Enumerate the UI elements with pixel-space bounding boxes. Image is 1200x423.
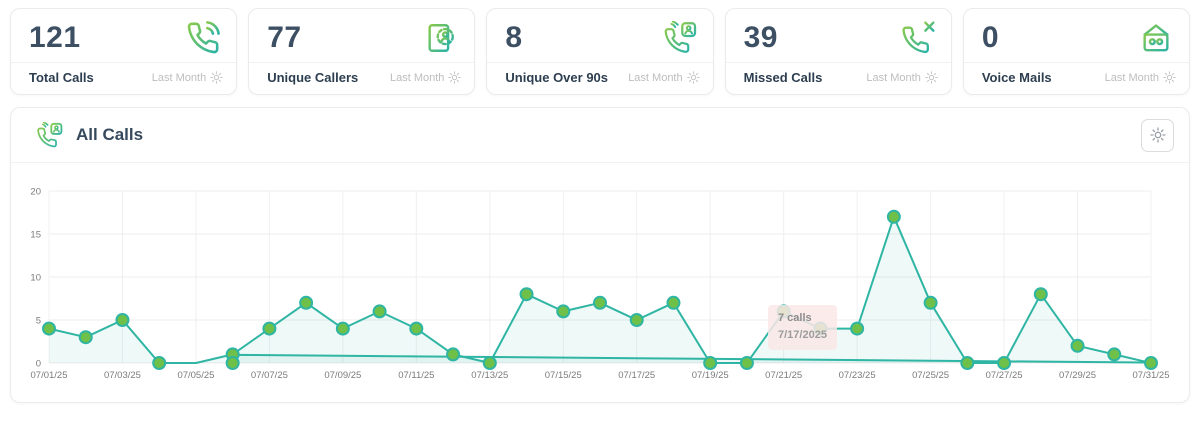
gear-icon	[925, 71, 938, 84]
phone-person-icon	[36, 121, 63, 149]
phone-person-icon	[663, 20, 697, 55]
period-selector[interactable]: Last Month	[866, 71, 938, 84]
all-calls-card: All Calls 0 5 10 15 20 07/01/25 07/03/25 07/05/…	[10, 107, 1190, 403]
gear-icon	[1163, 71, 1176, 84]
period-selector[interactable]: Last Month	[628, 71, 700, 84]
stat-card-unique-over-90s: 8 Unique Over	[486, 8, 714, 95]
svg-text:07/27/25: 07/27/25	[986, 370, 1023, 381]
divider	[487, 62, 713, 63]
svg-text:07/13/25: 07/13/25	[471, 370, 508, 381]
svg-text:15: 15	[30, 230, 41, 241]
stat-card-bottom: Voice Mails Last Month	[964, 63, 1189, 85]
stat-label: Voice Mails	[981, 70, 1052, 85]
svg-text:07/29/25: 07/29/25	[1059, 370, 1096, 381]
stat-card-bottom: Missed Calls Last Month	[726, 63, 951, 85]
period-label: Last Month	[151, 71, 207, 84]
period-label: Last Month	[389, 71, 445, 84]
svg-text:07/01/25: 07/01/25	[31, 370, 68, 381]
stat-card-total-calls: 121 Total Calls Last Month	[10, 8, 238, 95]
total-calls-value: 121	[29, 20, 81, 54]
voicemail-envelope-icon	[1139, 21, 1173, 55]
phone-call-icon	[186, 20, 221, 55]
all-calls-chart[interactable]: 0 5 10 15 20 07/01/25 07/03/25 07/05/25 07/07/25…	[11, 181, 1191, 393]
gear-icon	[448, 71, 462, 84]
chart-header: All Calls	[11, 108, 1189, 163]
missed-calls-value: 39	[743, 20, 778, 54]
svg-text:07/07/25: 07/07/25	[251, 370, 288, 381]
svg-text:07/15/25: 07/15/25	[545, 370, 582, 381]
stat-card-top: 77	[249, 9, 474, 62]
svg-text:07/31/25: 07/31/25	[1133, 370, 1170, 381]
divider	[963, 62, 1190, 63]
svg-text:07/11/25: 07/11/25	[398, 370, 434, 381]
svg-text:5: 5	[36, 316, 41, 327]
stat-label: Unique Callers	[267, 70, 359, 85]
period-selector[interactable]: Last Month	[1105, 71, 1176, 84]
stat-label: Unique Over 90s	[505, 70, 609, 85]
period-label: Last Month	[628, 71, 683, 84]
stat-card-unique-callers: 77 Unique Callers Last M	[248, 8, 476, 95]
stat-card-top: 0	[964, 9, 1189, 62]
unique-over-90s-value: 8	[505, 20, 523, 54]
period-selector[interactable]: Last Month	[152, 71, 223, 84]
stat-card-bottom: Unique Over 90s Last Month	[487, 63, 712, 85]
svg-text:07/17/25: 07/17/25	[618, 370, 655, 381]
stat-card-bottom: Unique Callers Last Month	[249, 63, 474, 85]
chart-body: 0 5 10 15 20 07/01/25 07/03/25 07/05/25 07/07/25…	[11, 163, 1189, 401]
stat-card-voice-mails: 0 Voice Mails	[962, 8, 1191, 95]
svg-text:07/05/25: 07/05/25	[177, 370, 214, 381]
period-label: Last Month	[866, 71, 921, 84]
phone-missed-icon	[901, 20, 935, 55]
svg-text:07/21/25: 07/21/25	[765, 370, 802, 381]
stat-label: Total Calls	[29, 70, 94, 85]
period-selector[interactable]: Last Month	[389, 71, 462, 84]
unique-callers-value: 77	[267, 20, 302, 54]
stat-card-bottom: Total Calls Last Month	[11, 63, 236, 85]
svg-text:0: 0	[36, 359, 41, 370]
svg-text:07/25/25: 07/25/25	[912, 370, 949, 381]
divider	[725, 62, 951, 63]
divider	[249, 62, 475, 63]
svg-text:07/19/25: 07/19/25	[692, 370, 729, 381]
svg-text:20: 20	[30, 187, 41, 198]
contact-card-icon	[424, 21, 458, 55]
svg-text:07/23/25: 07/23/25	[839, 370, 876, 381]
stats-row: 121 Total Calls Last Month	[0, 0, 1200, 95]
voice-mails-value: 0	[981, 20, 999, 54]
gear-icon	[686, 71, 700, 84]
stat-card-top: 121	[11, 9, 236, 62]
svg-text:07/03/25: 07/03/25	[104, 370, 141, 381]
stat-label: Missed Calls	[743, 70, 823, 85]
chart-settings-button[interactable]	[1141, 118, 1174, 152]
gear-icon	[1149, 127, 1166, 143]
svg-text:07/09/25: 07/09/25	[324, 370, 361, 381]
stat-card-top: 39	[726, 9, 951, 62]
svg-text:10: 10	[30, 273, 41, 284]
period-label: Last Month	[1104, 71, 1160, 84]
chart-title: All Calls	[76, 125, 144, 144]
stat-card-top: 8	[487, 9, 712, 62]
gear-icon	[210, 71, 223, 84]
stat-card-missed-calls: 39 Missed Calls Last Month	[724, 8, 952, 95]
divider	[11, 62, 237, 63]
